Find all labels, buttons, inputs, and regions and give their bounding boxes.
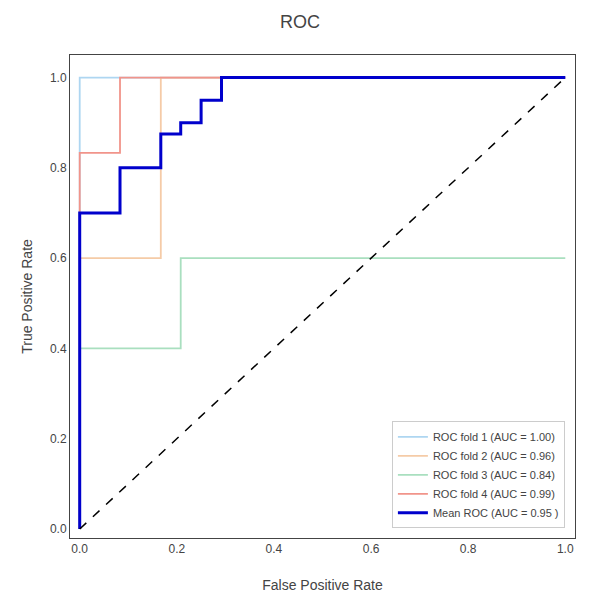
- svg-text:0.0: 0.0: [71, 542, 88, 556]
- svg-text:True Positive Rate: True Positive Rate: [19, 239, 35, 354]
- svg-text:ROC: ROC: [280, 12, 320, 32]
- svg-text:False Positive Rate: False Positive Rate: [262, 577, 383, 593]
- svg-text:ROC fold 3 (AUC = 0.84): ROC fold 3 (AUC = 0.84): [433, 469, 555, 481]
- svg-text:1.0: 1.0: [50, 71, 67, 85]
- svg-text:0.8: 0.8: [460, 542, 477, 556]
- svg-text:0.2: 0.2: [50, 432, 67, 446]
- svg-text:0.8: 0.8: [50, 161, 67, 175]
- svg-text:0.6: 0.6: [363, 542, 380, 556]
- svg-text:ROC fold 4 (AUC = 0.99): ROC fold 4 (AUC = 0.99): [433, 488, 555, 500]
- svg-text:0.4: 0.4: [266, 542, 283, 556]
- svg-text:1.0: 1.0: [557, 542, 574, 556]
- svg-text:ROC fold 1 (AUC = 1.00): ROC fold 1 (AUC = 1.00): [433, 431, 555, 443]
- svg-text:0.6: 0.6: [50, 251, 67, 265]
- svg-text:ROC fold 2 (AUC = 0.96): ROC fold 2 (AUC = 0.96): [433, 450, 555, 462]
- svg-text:0.0: 0.0: [50, 522, 67, 536]
- svg-text:Mean ROC (AUC = 0.95 ): Mean ROC (AUC = 0.95 ): [433, 507, 559, 519]
- svg-text:0.4: 0.4: [50, 342, 67, 356]
- svg-text:0.2: 0.2: [168, 542, 185, 556]
